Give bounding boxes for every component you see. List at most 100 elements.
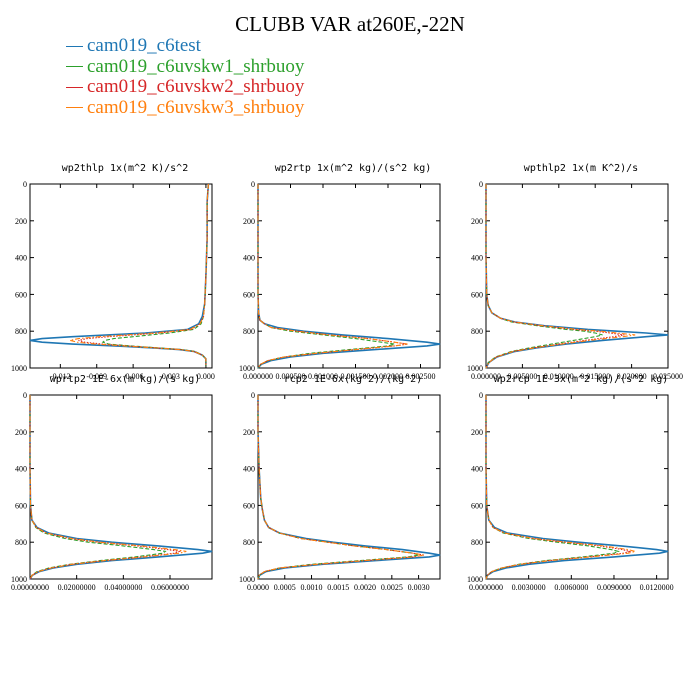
x-tick-label: 0.000 [197, 372, 215, 381]
series-line-4 [257, 395, 424, 580]
series-line-2 [29, 395, 167, 580]
x-tick-label: 0.0025 [381, 583, 403, 592]
y-tick-label: 600 [15, 290, 27, 299]
y-tick-label: 200 [471, 428, 483, 437]
y-tick-label: 600 [243, 290, 255, 299]
y-tick-label: 400 [243, 465, 255, 474]
x-tick-label: 0.015000 [580, 372, 610, 381]
x-tick-label: -0.009 [86, 372, 107, 381]
y-tick-label: 800 [15, 538, 27, 547]
x-tick-label: 0.0000 [247, 583, 269, 592]
chart-svg: 0 200 400 600 800 10000.000000 0.000500 0.00100… [239, 180, 441, 381]
plot-frame [485, 183, 669, 369]
panel-rcp2: rcp2 1E-6x(kg^2)/(kg^2) 0 200 400 600 800 100… [238, 373, 468, 603]
y-tick-label: 200 [243, 217, 255, 226]
x-tick-label: 0.005000 [507, 372, 537, 381]
series-line-2 [101, 183, 209, 367]
chart-svg: 0 200 400 600 800 1000 -0.012 -0.009 -0.006 -0.00… [11, 180, 215, 381]
plot-frame [485, 394, 669, 580]
chart-svg: 0 200 400 600 800 10000.000000 0.005000 0.01000… [467, 180, 683, 381]
x-tick-label: 0.0010 [301, 583, 323, 592]
panel-wp2thlp: wp2thlp 1x(m^2 K)/s^2 0 200 400 600 800 1000 -… [10, 162, 240, 392]
y-tick-label: 1000 [11, 575, 27, 584]
x-tick-label: 0.000500 [276, 372, 306, 381]
y-tick-label: 0 [479, 180, 483, 189]
legend-item: cam019_c6uvskw1_shrbuoy [66, 55, 305, 78]
series-line-2 [485, 184, 603, 369]
series-line-3 [78, 183, 209, 367]
y-tick-label: 200 [15, 217, 27, 226]
legend-label: cam019_c6uvskw1_shrbuoy [87, 55, 305, 77]
y-tick-label: 800 [15, 327, 27, 336]
plot-frame [29, 183, 213, 369]
series-line-1 [485, 184, 669, 369]
x-tick-label: 0.0020 [354, 583, 376, 592]
legend: cam019_c6test cam019_c6uvskw1_shrbuoy ca… [66, 35, 305, 119]
panel-title: wprtp2 1E-6x(m kg)/(s kg) [49, 374, 201, 385]
chart-svg: 0 200 400 600 800 10000.0000000 0.0030000 0.006… [467, 391, 674, 592]
legend-item: cam019_c6test [66, 35, 304, 57]
plot-frame [257, 394, 441, 580]
legend-item: cam019_c6uvskw2_shrbuoy [66, 76, 305, 98]
series-line-2 [257, 184, 395, 369]
panel-title: rcp2 1E-6x(kg^2)/(kg^2) [283, 374, 423, 385]
x-tick-label: 0.0120000 [640, 583, 674, 592]
y-tick-label: 1000 [239, 364, 255, 373]
x-tick-label: 0.000000 [471, 372, 501, 381]
y-tick-label: 1000 [467, 364, 483, 373]
x-tick-label: -0.006 [123, 372, 144, 381]
legend-item: cam019_c6uvskw3_shrbuoy [66, 97, 304, 119]
panel-title: wp2rtp 1x(m^2 kg)/(s^2 kg) [274, 163, 432, 174]
x-tick-label: 0.0090000 [597, 583, 631, 592]
y-tick-label: 600 [471, 501, 483, 510]
series-line-1 [29, 183, 210, 367]
x-tick-label: 0.000000 [243, 372, 273, 381]
legend-line-swatch [66, 45, 83, 47]
y-tick-label: 200 [243, 428, 255, 437]
series-line-1 [257, 184, 441, 369]
y-tick-label: 0 [23, 391, 27, 400]
y-tick-label: 600 [471, 290, 483, 299]
y-tick-label: 600 [15, 501, 27, 510]
series-line-4 [485, 395, 636, 580]
series-line-3 [29, 395, 182, 580]
legend-line-swatch [66, 107, 83, 109]
y-tick-label: 800 [471, 538, 483, 547]
panel-wprtp2: wprtp2 1E-6x(m kg)/(s kg) 0 200 400 600 800 1… [10, 373, 240, 603]
panel-title: wp2rcp 1E-3x(m^2 kg)/(s^2 kg) [493, 374, 669, 385]
y-tick-label: 0 [479, 391, 483, 400]
x-tick-label: 0.002500 [406, 372, 436, 381]
y-tick-label: 0 [251, 180, 255, 189]
y-tick-label: 800 [243, 538, 255, 547]
x-tick-label: 0.010000 [544, 372, 574, 381]
x-tick-label: 0.020000 [617, 372, 647, 381]
series-line-1 [257, 395, 441, 580]
y-tick-label: 600 [243, 501, 255, 510]
legend-label: cam019_c6uvskw2_shrbuoy [87, 76, 305, 97]
figure-title: CLUBB VAR at260E,-22N [235, 12, 465, 36]
panel-title: wpthlp2 1x(m K^2)/s [523, 163, 639, 174]
series-line-4 [29, 395, 187, 580]
x-tick-label: 0.0030 [408, 583, 430, 592]
legend-label: cam019_c6test [87, 35, 201, 56]
y-tick-label: 1000 [467, 575, 483, 584]
x-tick-label: 0.001500 [341, 372, 371, 381]
series-line-1 [485, 395, 669, 580]
y-tick-label: 0 [251, 391, 255, 400]
series-line-3 [485, 395, 632, 580]
x-tick-label: 0.02000000 [58, 583, 96, 592]
y-tick-label: 1000 [11, 364, 27, 373]
y-tick-label: 400 [15, 254, 27, 263]
y-tick-label: 200 [471, 217, 483, 226]
panel-wp2rcp: wp2rcp 1E-3x(m^2 kg)/(s^2 kg) 0 200 400 600… [466, 373, 696, 603]
y-tick-label: 200 [15, 428, 27, 437]
y-tick-label: 800 [471, 327, 483, 336]
y-tick-label: 400 [471, 465, 483, 474]
series-line-4 [257, 184, 408, 369]
chart-svg: 0 200 400 600 800 10000.0000 0.0005 0.0010 0.001… [239, 391, 441, 592]
x-tick-label: 0.06000000 [151, 583, 189, 592]
x-tick-label: 0.025000 [653, 372, 683, 381]
x-tick-label: 0.001000 [308, 372, 338, 381]
series-line-3 [485, 184, 625, 369]
legend-line-swatch [66, 66, 83, 68]
